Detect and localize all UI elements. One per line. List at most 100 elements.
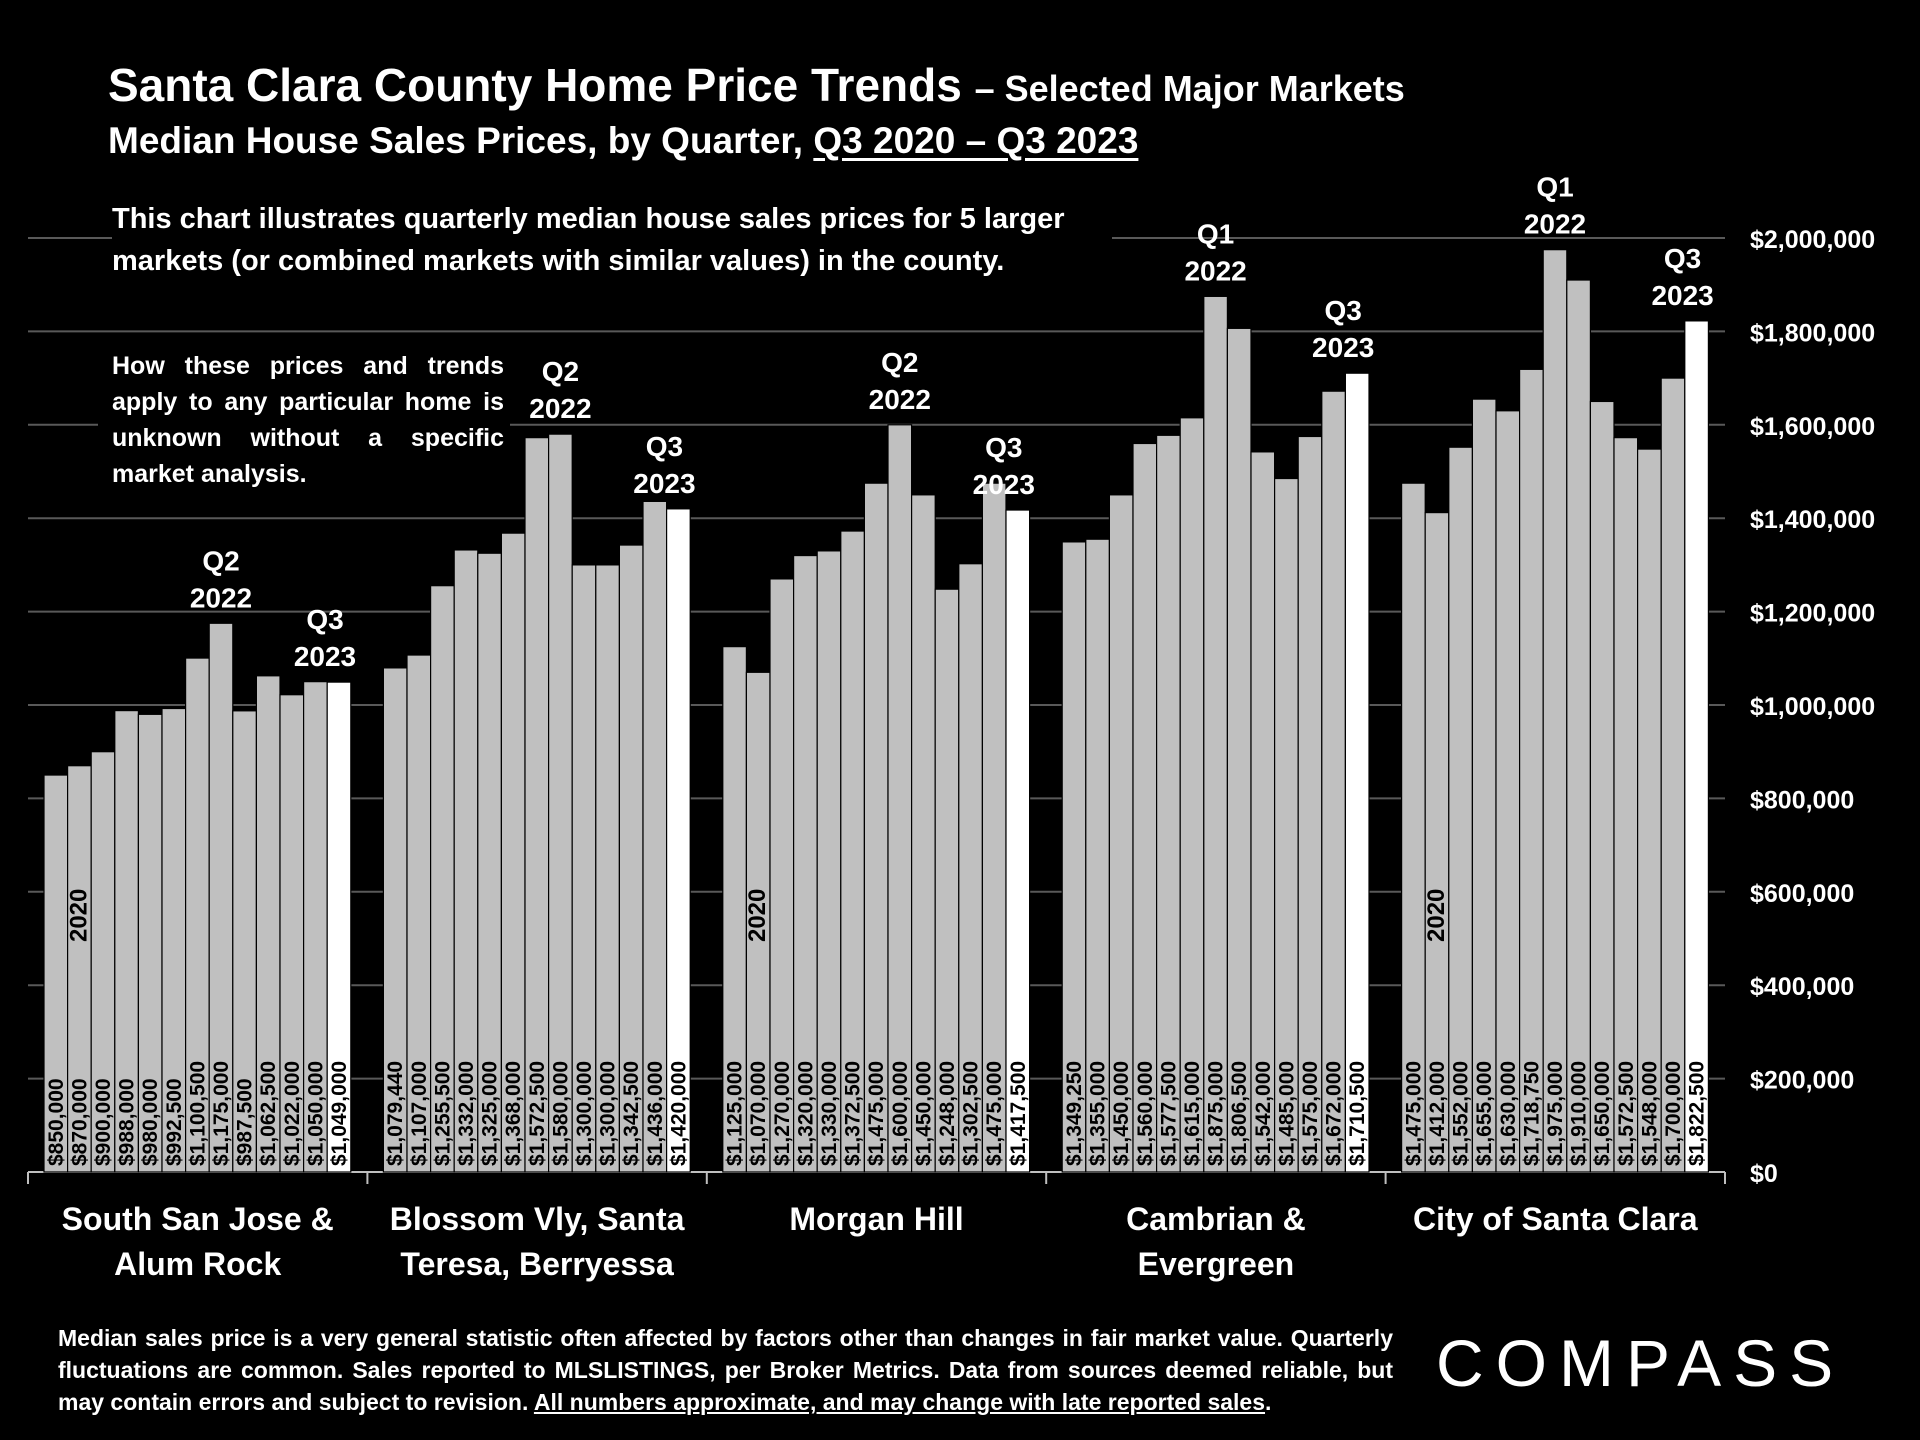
bar [1566,279,1592,1173]
bar [1471,398,1497,1173]
bar-data-label: $1,175,000 [210,1061,233,1166]
bar-data-label: $1,475,000 [865,1061,888,1166]
bar [1518,368,1544,1173]
bar-data-label: $1,325,000 [479,1061,502,1166]
bar-data-label: $870,000 [68,1078,91,1166]
category-label: Teresa, Berryessa [400,1246,674,1282]
bar-data-label: $1,450,000 [1110,1061,1133,1166]
bar-data-label: $1,302,500 [960,1061,983,1166]
bar-data-label: $1,349,250 [1063,1061,1086,1166]
year-marker: 2020 [1423,889,1450,942]
quarter-annotation: Q3 [985,432,1022,463]
bar-data-label: $1,548,000 [1638,1061,1661,1166]
bar-data-label: $1,650,000 [1591,1061,1614,1166]
bar-data-label: $1,100,500 [186,1061,209,1166]
category-label: Morgan Hill [789,1201,963,1237]
quarter-annotation: Q1 [1197,218,1234,249]
bar-data-label: $1,436,000 [644,1061,667,1166]
bar-data-label: $1,300,000 [573,1061,596,1166]
bar-data-label: $1,107,000 [408,1061,431,1166]
bar-data-label: $1,332,000 [455,1061,478,1166]
quarter-annotation: 2022 [190,582,252,613]
bar [1589,400,1615,1173]
quarter-annotation: 2022 [1524,209,1586,240]
bar-data-label: $1,368,000 [502,1061,525,1166]
subtitle-prefix: Median House Sales Prices, by Quarter, [108,120,804,161]
bar-data-label: $1,615,000 [1181,1061,1204,1166]
bar-data-label: $1,875,000 [1205,1061,1228,1166]
quarter-annotation: Q3 [646,431,683,462]
bar-data-label: $1,552,000 [1450,1061,1473,1166]
bar-data-label: $1,580,000 [549,1061,572,1166]
year-marker: 2020 [65,889,92,942]
note-text: How these prices and trends apply to any… [98,348,510,500]
bar-data-label: $1,022,000 [281,1061,304,1166]
bar-data-label: $988,000 [116,1078,139,1166]
title-main: Santa Clara County Home Price Trends [108,59,962,111]
bar-data-label: $1,600,000 [889,1061,912,1166]
bar [1005,509,1031,1173]
bar-data-label: $1,575,000 [1299,1061,1322,1166]
quarter-annotation: 2023 [973,469,1035,500]
quarter-annotation: 2023 [633,468,695,499]
page-subtitle: Median House Sales Prices, by Quarter, Q… [108,120,1138,162]
quarter-annotation: 2022 [529,393,591,424]
quarter-annotation: Q1 [1536,172,1573,203]
bar-data-label: $1,975,000 [1544,1061,1567,1166]
y-tick-label: $1,200,000 [1750,600,1875,628]
bar-data-label: $1,475,000 [983,1061,1006,1166]
bar-data-label: $1,572,500 [1615,1061,1638,1166]
bar-data-label: $1,248,000 [936,1061,959,1166]
footer-text: Median sales price is a very general sta… [58,1325,1393,1415]
quarter-annotation: 2022 [1184,255,1246,286]
bar-data-label: $980,000 [139,1078,162,1166]
footer-disclaimer: Median sales price is a very general sta… [58,1322,1393,1418]
category-label: Blossom Vly, Santa [390,1201,685,1237]
bar [1203,295,1229,1173]
footer-underlined: All numbers approximate, and may change … [533,1389,1266,1415]
quarter-annotation: 2023 [1651,280,1713,311]
y-tick-label: $800,000 [1750,786,1854,814]
category-label: South San Jose & [62,1201,334,1237]
quarter-annotation: Q3 [1664,243,1701,274]
y-tick-label: $1,400,000 [1750,506,1875,534]
category-label: City of Santa Clara [1413,1201,1698,1237]
bar-data-label: $992,500 [163,1078,186,1166]
bar [1179,417,1205,1173]
bar-data-label: $1,330,000 [818,1061,841,1166]
category-label: Alum Rock [114,1246,281,1282]
bar-data-label: $1,450,000 [912,1061,935,1166]
bar-data-label: $900,000 [92,1078,115,1166]
quarter-annotation: Q3 [1325,295,1362,326]
y-tick-label: $400,000 [1750,973,1854,1001]
bar [1226,327,1252,1173]
bar-data-label: $1,079,440 [384,1061,407,1166]
y-tick-label: $1,000,000 [1750,693,1875,721]
quarter-annotation: 2023 [1312,332,1374,363]
y-tick-label: $0 [1750,1160,1778,1188]
y-tick-label: $1,800,000 [1750,319,1875,347]
bar [1344,372,1370,1173]
quarter-annotation: Q2 [202,545,239,576]
bar [1321,390,1347,1173]
quarter-annotation: 2022 [869,384,931,415]
quarter-annotation: Q3 [306,604,343,635]
bar-data-label: $1,475,000 [1402,1061,1425,1166]
bar-data-label: $850,000 [45,1078,68,1166]
bar-data-label: $1,710,500 [1346,1061,1369,1166]
bar-data-label: $987,500 [234,1078,257,1166]
y-tick-label: $2,000,000 [1750,226,1875,254]
y-tick-label: $600,000 [1750,880,1854,908]
bar [887,424,913,1173]
bar-data-label: $1,355,000 [1087,1061,1110,1166]
bar-data-label: $1,062,500 [257,1061,280,1166]
bar-data-label: $1,420,000 [667,1061,690,1166]
bar-data-label: $1,125,000 [724,1061,747,1166]
bar-data-label: $1,342,500 [620,1061,643,1166]
bar [1495,410,1521,1173]
bar-data-label: $1,255,500 [431,1061,454,1166]
bar-data-label: $1,485,000 [1275,1061,1298,1166]
intro-text: This chart illustrates quarterly median … [112,198,1112,282]
footer-end: . [1265,1389,1272,1415]
